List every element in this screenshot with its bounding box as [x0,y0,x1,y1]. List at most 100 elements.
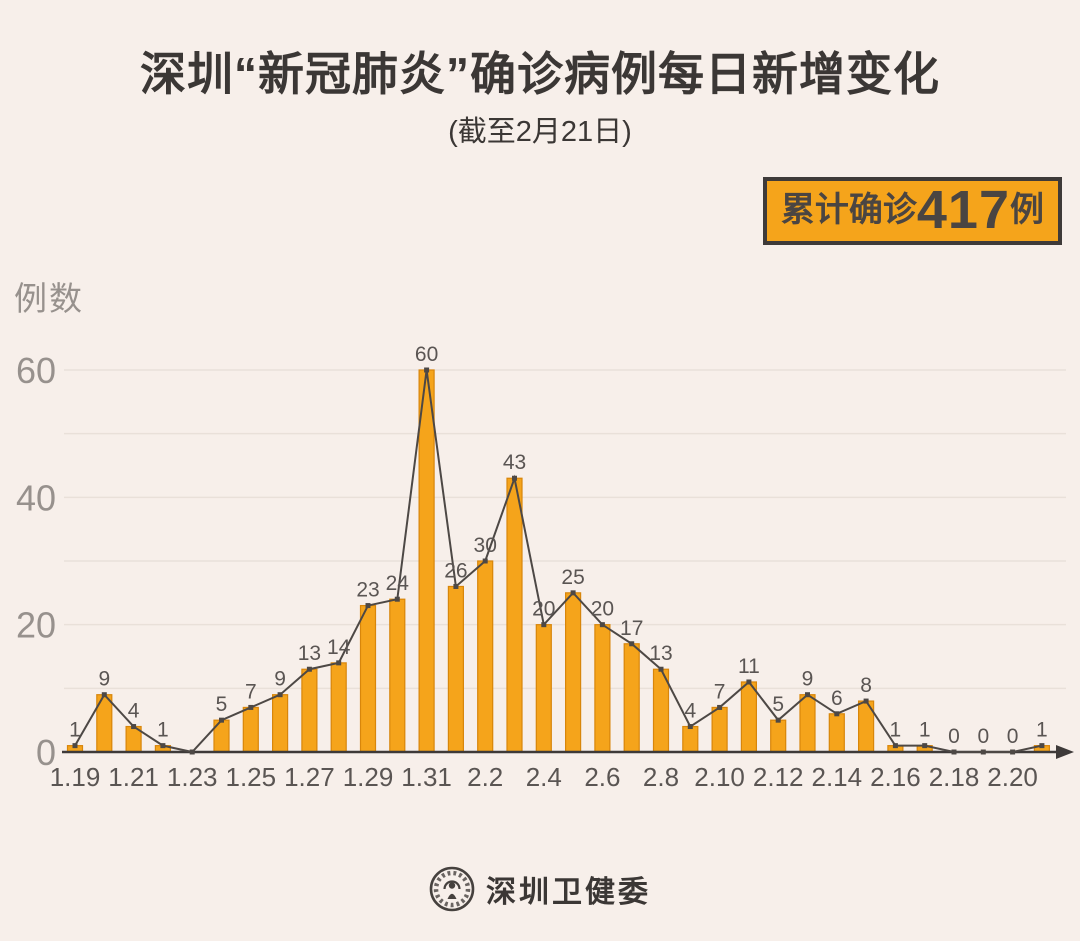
bar [682,725,699,753]
point-value-label: 1 [1036,719,1048,742]
x-tick-label: 1.31 [401,762,452,792]
x-tick-label: 2.6 [584,762,620,792]
point-marker [365,603,371,609]
badge-prefix-label: 累计确诊 [780,191,917,229]
point-marker [219,717,224,723]
point-value-label: 24 [386,572,410,595]
x-axis-arrow-icon [1056,745,1074,759]
person-arms-arc-icon [443,880,461,890]
point-value-label: 30 [474,534,497,557]
x-tick-label: 2.2 [467,762,503,792]
point-value-label: 1 [919,719,931,742]
point-marker [805,692,810,698]
x-tick-label: 2.16 [870,762,921,792]
point-marker [775,717,781,723]
bar [447,585,464,753]
x-tick-label: 2.10 [694,762,745,792]
trend-line [74,369,1043,754]
bar [770,719,787,753]
page-title: 深圳“新冠肺炎”确诊病例每日新增变化 [140,48,940,100]
bar [740,681,758,753]
point-marker [951,749,957,755]
x-tick-label: 2.18 [929,762,980,792]
point-marker [570,590,576,596]
point-value-label: 5 [772,693,784,716]
shenzhen-health-commission-logo-icon [429,866,475,912]
x-tick-label: 2.8 [643,762,679,792]
bar [828,713,845,753]
point-value-label: 14 [327,636,351,659]
point-value-label: 5 [216,693,228,716]
point-marker [101,692,107,698]
x-tick-label: 1.27 [284,762,335,792]
point-marker [629,641,635,647]
point-marker [336,660,342,666]
point-marker [306,666,312,672]
point-value-label: 9 [274,668,286,691]
footer: 深圳卫健委 [0,866,1080,912]
point-marker [687,724,693,730]
x-tick-label: 1.29 [343,762,394,792]
point-value-label: 4 [684,700,696,723]
bar [564,592,582,753]
person-body-icon [447,893,457,899]
point-value-label: 25 [561,566,584,589]
cumulative-total-badge: 累计确诊 417 例 [762,177,1062,245]
x-tick-label: 2.4 [526,762,562,792]
bar [272,694,289,753]
point-value-label: 0 [1007,725,1019,748]
point-value-label: 23 [356,579,379,602]
point-marker [160,743,166,749]
point-marker [1010,749,1016,755]
point-marker [277,692,283,698]
point-value-label: 20 [591,598,614,621]
bar [477,560,494,753]
badge-total-value: 417 [916,180,1010,240]
seal-outer-ring [429,866,475,912]
point-value-label: 20 [532,598,555,621]
point-marker [746,679,752,685]
point-value-label: 43 [503,451,526,474]
point-marker [922,743,928,749]
bar [799,694,816,753]
y-tick-label: 20 [16,605,56,646]
point-marker [424,367,430,373]
point-value-label: 4 [128,700,140,723]
badge-suffix-label: 例 [1010,191,1044,229]
point-marker [189,749,195,755]
x-tick-label: 2.20 [987,762,1038,792]
point-marker [658,666,664,672]
point-value-label: 6 [831,687,843,710]
point-value-label: 17 [620,617,643,640]
point-marker [834,711,840,717]
point-value-label: 0 [977,725,989,748]
bar [711,706,728,753]
y-tick-label: 0 [36,732,56,773]
point-marker [863,698,869,704]
point-marker [482,558,488,564]
point-value-label: 8 [860,674,872,697]
y-tick-label: 60 [16,350,56,391]
bar [301,668,318,753]
point-value-label: 9 [802,668,814,691]
point-marker [980,749,986,755]
point-marker [599,622,605,628]
point-marker [892,743,898,749]
point-marker [717,704,723,710]
point-value-label: 7 [714,680,726,703]
person-head-icon [448,882,456,889]
seal-rim-text-ring [433,870,471,908]
point-marker [512,475,517,481]
point-value-label: 9 [98,668,110,691]
bar [242,706,259,753]
point-marker [541,622,547,628]
point-marker [394,596,400,602]
x-tick-label: 2.14 [811,762,862,792]
x-tick-label: 1.21 [108,762,159,792]
bar [389,598,406,753]
point-value-label: 60 [415,343,438,366]
point-value-label: 13 [649,642,672,665]
bar [418,369,435,753]
